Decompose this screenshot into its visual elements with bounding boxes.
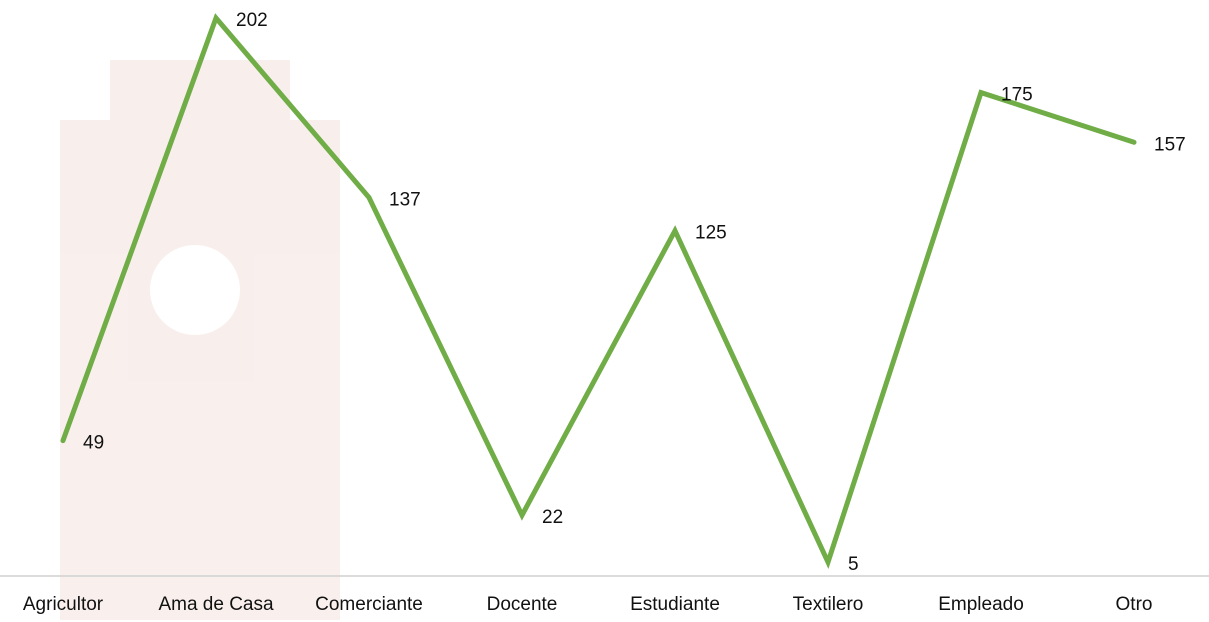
x-tick-label: Docente — [487, 594, 558, 615]
data-label: 125 — [695, 223, 727, 244]
x-tick-label: Otro — [1116, 594, 1153, 615]
x-tick-label: Textilero — [793, 594, 864, 615]
data-label: 49 — [83, 433, 104, 454]
x-tick-label: Comerciante — [315, 594, 423, 615]
data-line — [60, 13, 1137, 570]
x-tick-label: Agricultor — [23, 594, 104, 615]
data-label: 5 — [848, 554, 859, 575]
x-tick-label: Empleado — [938, 594, 1024, 615]
data-label: 202 — [236, 10, 268, 31]
x-tick-label: Estudiante — [630, 594, 720, 615]
data-label: 175 — [1001, 85, 1033, 106]
data-label: 157 — [1154, 134, 1186, 155]
data-label: 22 — [542, 507, 563, 528]
x-tick-label: Ama de Casa — [158, 594, 274, 615]
data-label: 137 — [389, 190, 421, 211]
